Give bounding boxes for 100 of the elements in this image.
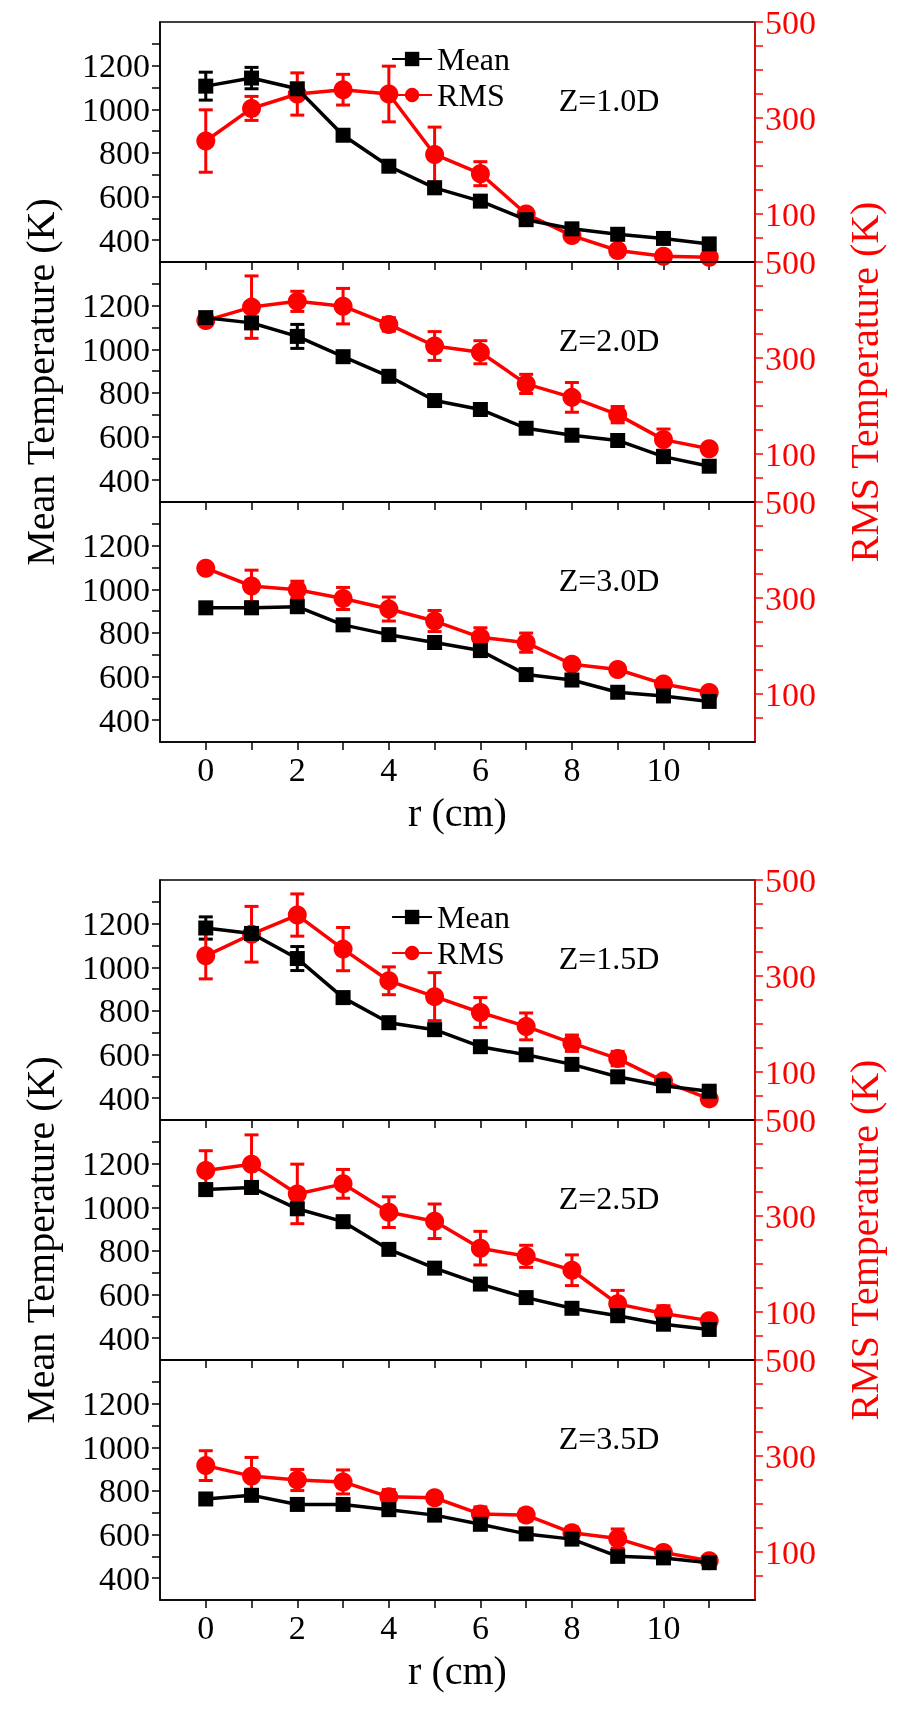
point [562, 1260, 582, 1280]
point [518, 1526, 534, 1542]
y2-tick-label: 500 [765, 483, 816, 521]
point [427, 393, 443, 409]
point [244, 1179, 260, 1195]
point [242, 1154, 262, 1174]
point [470, 1238, 490, 1258]
point [196, 131, 216, 151]
y2-tick-label: 100 [765, 195, 816, 233]
y-tick-label: 1200 [82, 1145, 150, 1183]
point [244, 315, 260, 331]
y-tick-label: 1000 [82, 1188, 150, 1226]
point [381, 627, 397, 643]
point [518, 667, 534, 683]
point [379, 971, 399, 991]
point [198, 78, 214, 94]
y2-tick-label: 100 [765, 435, 816, 473]
y-tick-label: 800 [99, 992, 150, 1030]
point [335, 127, 351, 143]
x-axis-title: r (cm) [408, 789, 507, 835]
point [381, 1241, 397, 1257]
point [289, 599, 305, 615]
point [289, 1496, 305, 1512]
y2-tick-label: 100 [765, 1293, 816, 1331]
point [287, 1184, 307, 1204]
y2-tick-label: 500 [765, 3, 816, 41]
y-tick-label: 1000 [82, 1428, 150, 1466]
y-tick-label: 1000 [82, 330, 150, 368]
point [470, 1002, 490, 1022]
x-tick-label: 6 [471, 1608, 489, 1646]
y-tick-label: 400 [99, 221, 150, 259]
point [472, 193, 488, 209]
point [379, 599, 399, 619]
point [244, 600, 260, 616]
point [655, 688, 671, 704]
point [516, 1016, 536, 1036]
point [701, 693, 717, 709]
annotation: Z=1.5D [558, 940, 660, 976]
y-tick-label: 800 [99, 374, 150, 412]
point [470, 342, 490, 362]
point [472, 1516, 488, 1532]
point [289, 81, 305, 97]
y-tick-label: 800 [99, 1232, 150, 1270]
point [655, 449, 671, 465]
point [425, 987, 445, 1007]
y-tick-label: 600 [99, 178, 150, 216]
point [425, 1211, 445, 1231]
point [518, 1290, 534, 1306]
point [425, 144, 445, 164]
point [379, 1202, 399, 1222]
point [425, 1488, 445, 1508]
y-tick-label: 600 [99, 1276, 150, 1314]
y-tick-label: 800 [99, 134, 150, 172]
point [472, 1276, 488, 1292]
point [242, 1466, 262, 1486]
x-tick-label: 4 [380, 750, 398, 788]
point [701, 1321, 717, 1337]
annotation: Z=1.0D [558, 82, 660, 118]
point [655, 230, 671, 246]
y2-tick-label: 300 [765, 1197, 816, 1235]
y2-tick-label: 500 [765, 861, 816, 899]
point [427, 180, 443, 196]
point [289, 1201, 305, 1217]
point [242, 297, 262, 317]
y-tick-label: 1200 [82, 905, 150, 943]
point [198, 310, 214, 326]
point [381, 158, 397, 174]
y2-tick-label: 500 [765, 1101, 816, 1139]
point [699, 439, 719, 459]
point [564, 221, 580, 237]
point [610, 432, 626, 448]
point [196, 1160, 216, 1180]
point [564, 672, 580, 688]
point [655, 1550, 671, 1566]
point [335, 1496, 351, 1512]
point [610, 1069, 626, 1085]
x-tick-label: 4 [380, 1608, 398, 1646]
point [381, 1502, 397, 1518]
y-tick-label: 800 [99, 614, 150, 652]
y2-tick-label: 300 [765, 339, 816, 377]
y-tick-label: 1000 [82, 948, 150, 986]
point [198, 600, 214, 616]
y-tick-label: 1000 [82, 90, 150, 128]
y-tick-label: 400 [99, 1079, 150, 1117]
point [198, 1491, 214, 1507]
point [196, 558, 216, 578]
legend-label: Mean [437, 899, 510, 935]
point [564, 1531, 580, 1547]
y-tick-label: 1200 [82, 287, 150, 325]
y-tick-label: 600 [99, 1036, 150, 1074]
y-tick-label: 800 [99, 1472, 150, 1510]
y2-tick-label: 100 [765, 1533, 816, 1571]
point [335, 617, 351, 633]
annotation: Z=3.0D [558, 562, 660, 598]
point [564, 427, 580, 443]
legend-label: Mean [437, 41, 510, 77]
point [425, 336, 445, 356]
x-tick-label: 10 [646, 1608, 681, 1646]
point [427, 1022, 443, 1038]
y2-tick-label: 300 [765, 579, 816, 617]
